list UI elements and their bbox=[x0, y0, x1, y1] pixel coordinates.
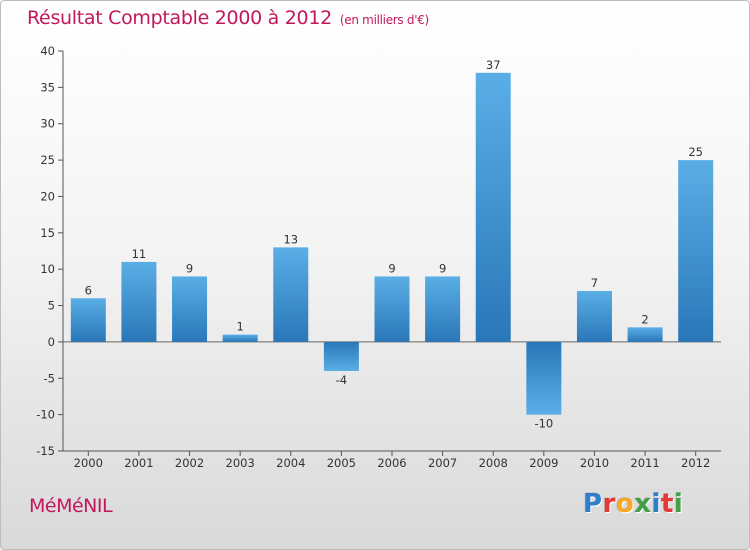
data-label-2000: 6 bbox=[85, 283, 92, 297]
y-tick-label: 35 bbox=[40, 80, 55, 94]
y-tick-label: -5 bbox=[44, 371, 55, 385]
bar-2000 bbox=[70, 298, 106, 342]
x-tick-label-2004: 2004 bbox=[276, 456, 305, 470]
data-label-2011: 2 bbox=[641, 312, 648, 326]
x-tick-label-2011: 2011 bbox=[630, 456, 659, 470]
data-label-2002: 9 bbox=[186, 261, 193, 275]
bar-2001 bbox=[121, 261, 157, 342]
x-tick-label-2005: 2005 bbox=[327, 456, 356, 470]
bar-2012 bbox=[678, 160, 714, 342]
data-label-2009: -10 bbox=[534, 417, 553, 431]
logo-letter: r bbox=[602, 489, 616, 519]
bars bbox=[70, 72, 714, 415]
y-tick-label: 5 bbox=[48, 299, 55, 313]
data-label-2007: 9 bbox=[439, 261, 446, 275]
bar-2006 bbox=[374, 276, 410, 342]
chart-subtitle: (en milliers d'€) bbox=[339, 13, 429, 27]
y-tick-label: 40 bbox=[40, 44, 55, 58]
proxiti-logo[interactable]: Proxiti bbox=[583, 489, 683, 519]
data-label-2001: 11 bbox=[132, 247, 147, 261]
x-tick-label-2000: 2000 bbox=[74, 456, 103, 470]
x-tick-label-2010: 2010 bbox=[580, 456, 609, 470]
logo-letter: t bbox=[660, 489, 674, 519]
logo-letter: P bbox=[583, 489, 603, 519]
x-tick-label-2003: 2003 bbox=[226, 456, 255, 470]
data-label-2003: 1 bbox=[236, 320, 243, 334]
data-label-2008: 37 bbox=[486, 58, 501, 72]
x-tick-label-2009: 2009 bbox=[529, 456, 558, 470]
x-tick-label-2012: 2012 bbox=[681, 456, 710, 470]
logo-letter: i bbox=[673, 489, 684, 519]
x-tick-label-2002: 2002 bbox=[175, 456, 204, 470]
y-tick-label: 30 bbox=[40, 117, 55, 131]
logo-letter: i bbox=[651, 489, 661, 519]
x-tick-label-2008: 2008 bbox=[479, 456, 508, 470]
bar-2003 bbox=[222, 334, 258, 342]
chart-title: Résultat Comptable 2000 à 2012 (en millie… bbox=[27, 7, 429, 29]
x-tick-label-2006: 2006 bbox=[377, 456, 406, 470]
logo-letter: o bbox=[615, 489, 635, 519]
bar-2011 bbox=[627, 327, 663, 342]
bar-2007 bbox=[425, 276, 461, 342]
bar-2010 bbox=[576, 291, 612, 342]
bar-2008 bbox=[475, 72, 511, 342]
data-labels: 6 11 9 1 13 -4 9 9 37 -10 7 2 25 bbox=[85, 58, 703, 431]
logo-letter: x bbox=[634, 489, 652, 519]
data-label-2005: -4 bbox=[336, 373, 347, 387]
y-tick-label: 10 bbox=[40, 262, 55, 276]
data-label-2010: 7 bbox=[591, 276, 598, 290]
bar-2002 bbox=[172, 276, 208, 342]
title-text: Résultat Comptable 2000 à 2012 bbox=[27, 7, 332, 29]
x-tick-label-2007: 2007 bbox=[428, 456, 457, 470]
bar-2009 bbox=[526, 341, 562, 415]
data-label-2004: 13 bbox=[283, 232, 298, 246]
bar-2005 bbox=[323, 341, 359, 371]
bar-2004 bbox=[273, 247, 309, 342]
y-tick-label: -15 bbox=[36, 444, 55, 458]
place-name: MéMéNIL bbox=[29, 495, 113, 517]
y-tick-label: 0 bbox=[48, 335, 55, 349]
y-tick-label: -10 bbox=[36, 408, 55, 422]
y-tick-label: 15 bbox=[40, 226, 55, 240]
data-label-2006: 9 bbox=[388, 261, 395, 275]
y-tick-label: 20 bbox=[40, 189, 55, 203]
data-label-2012: 25 bbox=[688, 145, 703, 159]
y-tick-label: 25 bbox=[40, 153, 55, 167]
x-tick-label-2001: 2001 bbox=[124, 456, 153, 470]
